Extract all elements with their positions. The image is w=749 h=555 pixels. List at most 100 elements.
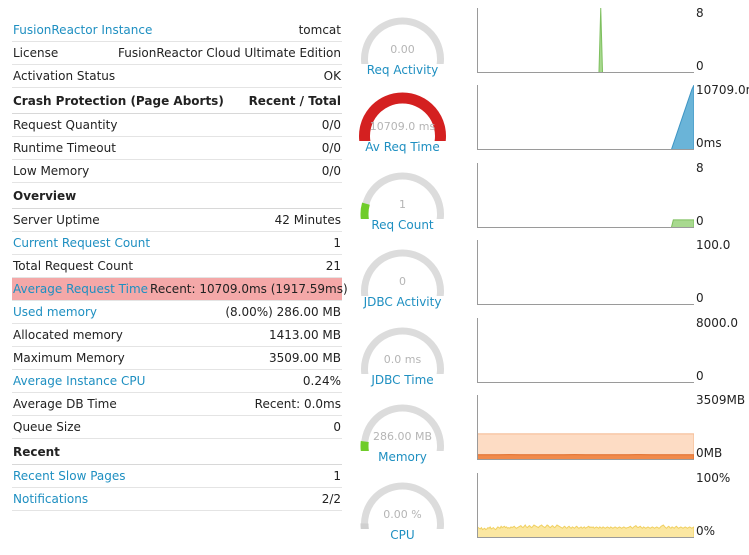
sparkline-series-req-count (477, 220, 694, 228)
info-row-value: 1 (332, 469, 342, 483)
info-row[interactable]: Used memory (8.00%) 286.00 MB (12, 301, 342, 324)
info-row-value: 1 (332, 236, 342, 250)
info-row: Crash Protection (Page Aborts)Recent / T… (12, 88, 342, 114)
info-row-link[interactable]: Recent Slow Pages (12, 469, 127, 483)
info-row-link[interactable]: FusionReactor Instance (12, 23, 153, 37)
sparkline-chart (477, 8, 694, 73)
gauge-dial (350, 322, 455, 374)
info-row-value: OK (323, 69, 342, 83)
sparkline-axis (478, 318, 695, 383)
info-row-value: (8.00%) 286.00 MB (224, 305, 342, 319)
jdbc-time-gauge[interactable]: 0.0 ms JDBC Time (350, 322, 455, 400)
section-title: Overview (12, 189, 77, 203)
gauge-value: 10709.0 ms (350, 120, 455, 133)
sparkline-axis (478, 240, 695, 305)
info-row-value: 0/0 (321, 118, 342, 132)
info-row-value: 0 (332, 420, 342, 434)
info-row[interactable]: Recent Slow Pages 1 (12, 465, 342, 488)
sparkline-max-label: 10709.0ms (696, 83, 749, 97)
sparkline-chart (477, 395, 694, 460)
gauge-value: 0.00 % (350, 508, 455, 521)
av-req-time-gauge[interactable]: 10709.0 ms Av Req Time (350, 89, 455, 167)
gauge-value: 286.00 MB (350, 430, 455, 443)
req-activity-gauge[interactable]: 0.00 Req Activity (350, 12, 455, 90)
info-row-label: Activation Status (12, 69, 116, 83)
req-count-sparkline (477, 163, 694, 228)
gauge-label[interactable]: JDBC Time (350, 373, 455, 387)
info-row-label: Queue Size (12, 420, 82, 434)
sparkline-series-av-req-time (477, 85, 694, 150)
sparkline-axis (478, 85, 695, 150)
info-row[interactable]: Notifications 2/2 (12, 488, 342, 511)
section-title: Recent (12, 445, 61, 459)
info-row[interactable]: Current Request Count 1 (12, 232, 342, 255)
gauge-label[interactable]: JDBC Activity (350, 295, 455, 309)
gauge-label[interactable]: CPU (350, 528, 455, 542)
cpu-sparkline (477, 473, 694, 538)
info-row-value: 1413.00 MB (268, 328, 342, 342)
info-row-label: Allocated memory (12, 328, 124, 342)
sparkline-max-label: 3509MB (696, 393, 745, 407)
sparkline-min-label: 0 (696, 59, 704, 73)
info-row-value: 0/0 (321, 164, 342, 178)
memory-gauge[interactable]: 286.00 MB Memory (350, 399, 455, 477)
info-row: Allocated memory 1413.00 MB (12, 324, 342, 347)
info-row-label: Maximum Memory (12, 351, 126, 365)
gauge-label[interactable]: Av Req Time (350, 140, 455, 154)
gauge-label[interactable]: Req Count (350, 218, 455, 232)
info-row: Request Quantity 0/0 (12, 114, 342, 137)
req-count-gauge[interactable]: 1 Req Count (350, 167, 455, 245)
info-row: Recent (12, 439, 342, 465)
sparkline-min-label: 0MB (696, 446, 722, 460)
sparkline-chart (477, 85, 694, 150)
gauge-dial (350, 12, 455, 64)
info-row: Runtime Timeout 0/0 (12, 137, 342, 160)
gauge-dial (350, 477, 455, 529)
sparkline-axis (478, 163, 695, 228)
gauge-value: 0.0 ms (350, 353, 455, 366)
gauge-label[interactable]: Memory (350, 450, 455, 464)
info-row-value: 3509.00 MB (268, 351, 342, 365)
gauge-value: 0.00 (350, 43, 455, 56)
info-row-label: Request Quantity (12, 118, 118, 132)
sparkline-min-label: 0% (696, 524, 715, 538)
gauge-dial (350, 399, 455, 451)
section-column-header: Recent / Total (248, 94, 342, 108)
info-row-value: 0/0 (321, 141, 342, 155)
sparkline-max-label: 100% (696, 471, 730, 485)
jdbc-activity-gauge[interactable]: 0 JDBC Activity (350, 244, 455, 322)
info-row-label: Runtime Timeout (12, 141, 117, 155)
info-row-link[interactable]: Notifications (12, 492, 89, 506)
gauge-label[interactable]: Req Activity (350, 63, 455, 77)
info-row-link[interactable]: Used memory (12, 305, 98, 319)
info-row-link[interactable]: Current Request Count (12, 236, 151, 250)
info-row-label: Total Request Count (12, 259, 134, 273)
memory-sparkline (477, 395, 694, 460)
info-row: Queue Size 0 (12, 416, 342, 439)
sparkline-axis (478, 8, 695, 73)
av-req-time-sparkline (477, 85, 694, 150)
info-row-link[interactable]: Average Request Time (12, 282, 149, 296)
sparkline-min-label: 0ms (696, 136, 722, 150)
sparkline-min-label: 0 (696, 369, 704, 383)
gauge-value: 0 (350, 275, 455, 288)
info-row-link[interactable]: Average Instance CPU (12, 374, 146, 388)
sparkline-chart (477, 473, 694, 538)
info-row: Overview (12, 183, 342, 209)
info-row-label: Low Memory (12, 164, 90, 178)
info-row-value: 2/2 (321, 492, 342, 506)
sparkline-series-cpu (477, 525, 694, 538)
info-row-value: 42 Minutes (274, 213, 342, 227)
info-row-label: Average DB Time (12, 397, 118, 411)
cpu-gauge[interactable]: 0.00 % CPU (350, 477, 455, 555)
sparkline-chart (477, 240, 694, 305)
gauge-value: 1 (350, 198, 455, 211)
jdbc-time-sparkline (477, 318, 694, 383)
sparkline-max-label: 8000.0 (696, 316, 738, 330)
sparkline-min-label: 0 (696, 291, 704, 305)
